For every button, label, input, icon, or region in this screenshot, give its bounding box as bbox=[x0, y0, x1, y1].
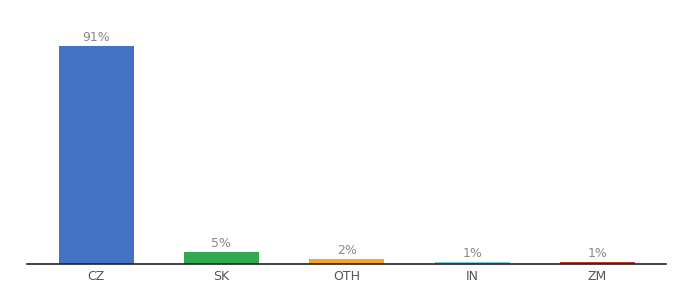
Bar bbox=[435, 262, 510, 264]
Text: 2%: 2% bbox=[337, 244, 357, 257]
Bar bbox=[58, 46, 134, 264]
Bar bbox=[309, 259, 384, 264]
Text: 5%: 5% bbox=[211, 237, 231, 250]
Bar bbox=[560, 262, 635, 264]
Text: 91%: 91% bbox=[82, 31, 110, 44]
Text: 1%: 1% bbox=[588, 247, 607, 260]
Text: 1%: 1% bbox=[462, 247, 482, 260]
Bar bbox=[184, 252, 259, 264]
